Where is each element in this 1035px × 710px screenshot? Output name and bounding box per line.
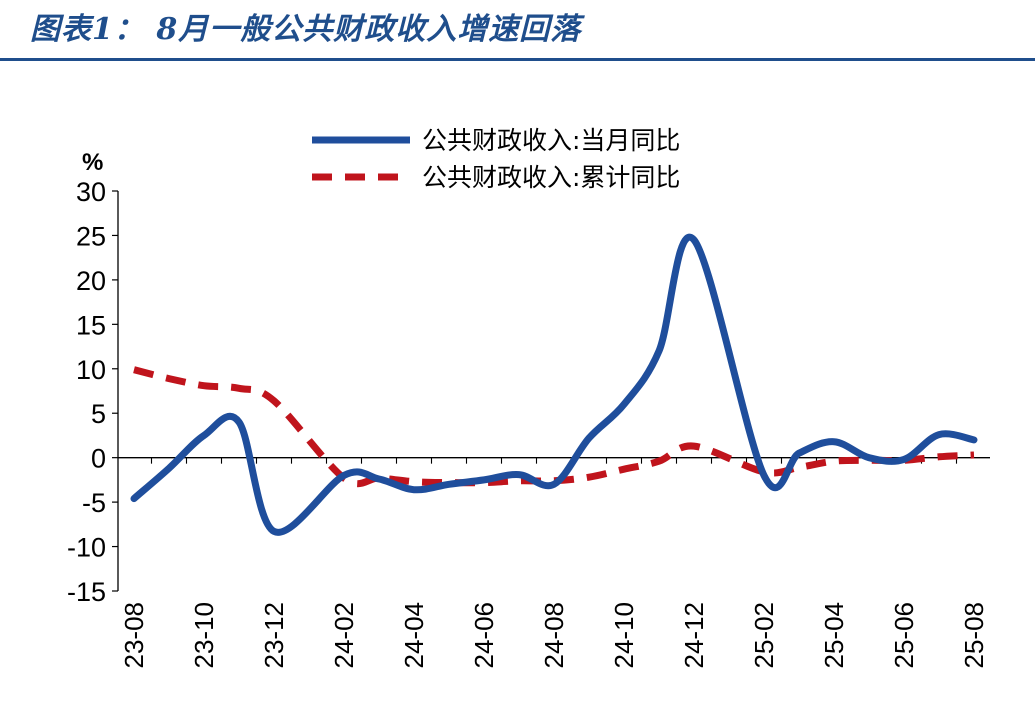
- y-tick-label: 25: [76, 221, 106, 251]
- x-tick-label: 24-06: [469, 602, 499, 669]
- y-tick-label: 15: [76, 310, 106, 340]
- x-tick-label: 24-02: [329, 602, 359, 669]
- x-tick-label: 24-10: [609, 602, 639, 669]
- y-tick-label: 10: [76, 355, 106, 385]
- title-divider: [0, 58, 1035, 61]
- series-line-cumulative-yoy: [133, 366, 975, 488]
- series-line-monthly-yoy: [130, 233, 978, 536]
- y-tick-label: 0: [91, 444, 106, 474]
- y-tick-label: 5: [91, 399, 106, 429]
- x-tick-label: 25-02: [749, 602, 779, 669]
- y-tick-label: -5: [82, 488, 106, 518]
- y-unit-label: %: [82, 149, 103, 176]
- legend-label: 公共财政收入:累计同比: [422, 163, 680, 192]
- y-tick-label: -10: [67, 533, 106, 563]
- x-tick-label: 24-04: [399, 602, 429, 669]
- x-tick-label: 23-08: [119, 602, 149, 669]
- x-tick-label: 25-06: [889, 602, 919, 669]
- x-tick-label: 23-12: [259, 602, 289, 669]
- y-tick-label: 30: [76, 177, 106, 207]
- y-tick-label: 20: [76, 266, 106, 296]
- legend-label: 公共财政收入:当月同比: [422, 126, 680, 155]
- x-tick-label: 24-08: [539, 602, 569, 669]
- page-title: 图表1： 8月一般公共财政收入增速回落: [30, 12, 582, 47]
- y-tick-label: -15: [67, 577, 106, 607]
- x-tick-label: 23-10: [189, 602, 219, 669]
- x-tick-label: 25-04: [819, 602, 849, 669]
- x-tick-label: 25-08: [959, 602, 989, 669]
- x-tick-label: 24-12: [679, 602, 709, 669]
